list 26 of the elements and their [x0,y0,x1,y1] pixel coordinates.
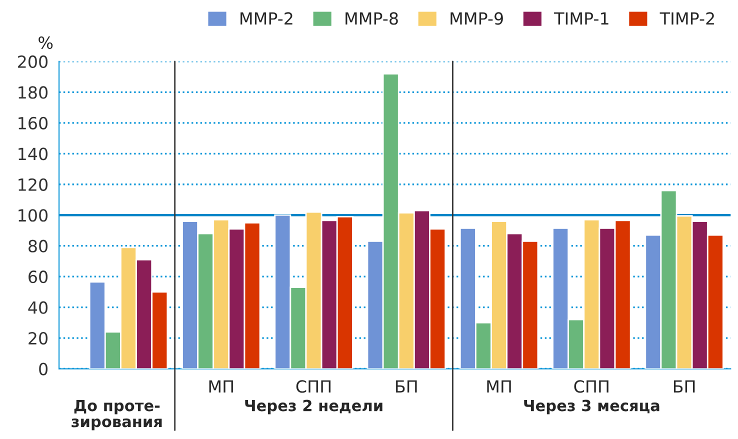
y-tick-label: 120 [18,178,48,191]
y-tick-label: 100 [18,209,48,222]
legend-label: TIMP-1 [554,12,608,25]
text: До проте- зирования [72,400,162,430]
text: Через 2 недели [245,400,382,414]
x-tick-label: МП [209,380,233,393]
legend-label: MMP-9 [450,12,503,25]
y-tick-label: 200 [18,55,48,68]
legend-label: MMP-8 [346,12,398,25]
x-tick-label: БП [674,380,695,393]
y-tick-label: 60 [28,270,48,284]
y-tick-label: 80 [28,240,48,252]
y-tick-label: 20 [28,332,48,345]
y-tick-label: 160 [18,116,48,130]
text: Через 3 месяца [524,400,660,414]
legend-label: MMP-2 [240,12,292,25]
y-tick-label: 0 [39,362,48,376]
y-tick-label: 40 [28,301,48,314]
legend-label: TIMP-2 [660,12,714,25]
x-tick-label: БП [396,380,417,393]
x-tick-label: МП [487,380,511,393]
y-axis-title: % [38,36,53,50]
x-tick-label: СПП [296,380,330,393]
y-tick-label: 180 [18,86,48,99]
y-tick-label: 140 [18,148,48,160]
x-tick-label: СПП [574,380,608,393]
